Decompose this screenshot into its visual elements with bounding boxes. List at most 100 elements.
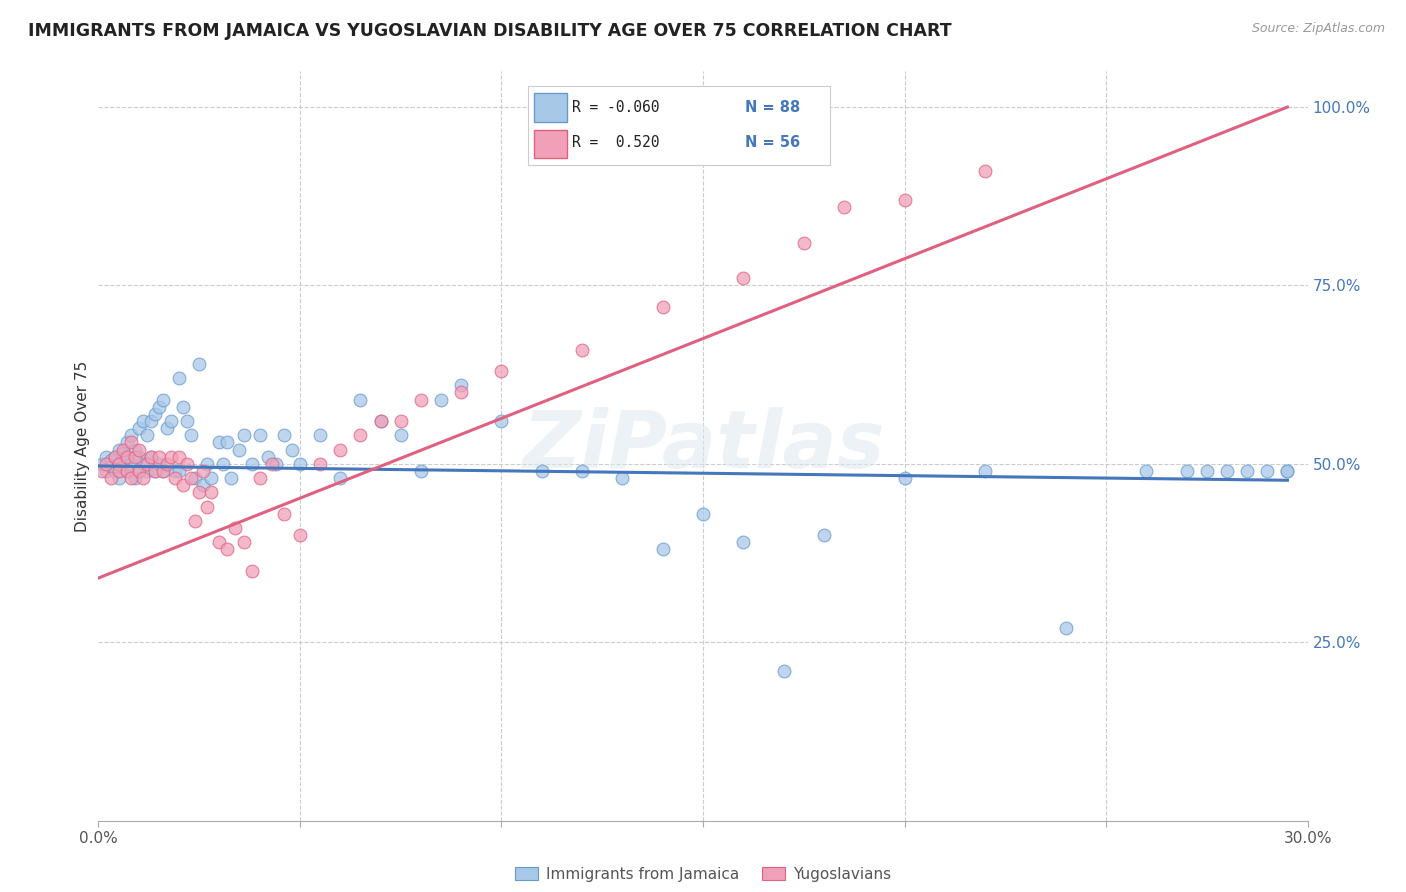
Text: Source: ZipAtlas.com: Source: ZipAtlas.com [1251, 22, 1385, 36]
Point [156, 421, 179, 435]
Point [1175, 464, 1198, 478]
Point [240, 564, 263, 578]
Point [200, 471, 222, 485]
Point [329, 442, 352, 457]
Point [212, 457, 235, 471]
Point [132, 471, 155, 485]
Point [288, 457, 311, 471]
Point [389, 428, 412, 442]
Point [128, 442, 150, 457]
Point [139, 450, 162, 464]
Point [124, 442, 146, 457]
Point [349, 428, 371, 442]
Point [256, 450, 278, 464]
Point [260, 457, 283, 471]
Point [111, 442, 134, 457]
Point [172, 400, 194, 414]
Point [772, 664, 794, 678]
Point [120, 428, 142, 442]
Point [176, 457, 198, 471]
Point [692, 507, 714, 521]
Point [135, 428, 157, 442]
Point [160, 414, 183, 428]
Point [176, 414, 198, 428]
Point [974, 464, 997, 478]
Point [96, 457, 118, 471]
Point [193, 478, 215, 492]
Point [163, 471, 186, 485]
Point [370, 414, 392, 428]
Point [208, 435, 231, 450]
Point [148, 400, 170, 414]
Point [733, 271, 755, 285]
Point [793, 235, 815, 250]
Point [148, 450, 170, 464]
Point [184, 514, 207, 528]
Point [120, 435, 142, 450]
Point [167, 450, 190, 464]
Point [491, 414, 513, 428]
Point [143, 407, 166, 421]
Point [249, 471, 271, 485]
Point [180, 471, 202, 485]
Point [273, 428, 295, 442]
Point [143, 464, 166, 478]
Legend: Immigrants from Jamaica, Yugoslavians: Immigrants from Jamaica, Yugoslavians [509, 861, 897, 888]
Point [103, 464, 125, 478]
Point [389, 414, 412, 428]
Point [1195, 464, 1218, 478]
Text: IMMIGRANTS FROM JAMAICA VS YUGOSLAVIAN DISABILITY AGE OVER 75 CORRELATION CHART: IMMIGRANTS FROM JAMAICA VS YUGOSLAVIAN D… [28, 22, 952, 40]
Point [91, 457, 114, 471]
Point [221, 471, 243, 485]
Point [96, 450, 118, 464]
Point [813, 528, 835, 542]
Point [893, 193, 915, 207]
Point [107, 457, 129, 471]
Point [132, 414, 155, 428]
Point [100, 453, 122, 467]
Point [152, 392, 174, 407]
Point [249, 428, 271, 442]
Point [651, 300, 673, 314]
Point [733, 535, 755, 549]
Point [409, 464, 432, 478]
Point [163, 464, 186, 478]
Point [148, 457, 170, 471]
Point [115, 464, 138, 478]
Point [217, 435, 239, 450]
Point [188, 485, 211, 500]
Point [128, 450, 150, 464]
Point [180, 428, 202, 442]
Point [115, 435, 138, 450]
Point [167, 464, 190, 478]
Point [96, 464, 118, 478]
Point [224, 521, 246, 535]
Point [273, 507, 295, 521]
Point [195, 457, 218, 471]
Point [143, 464, 166, 478]
Point [1236, 464, 1258, 478]
Point [530, 464, 553, 478]
Point [135, 457, 157, 471]
Point [167, 371, 190, 385]
Point [91, 464, 114, 478]
Point [120, 471, 142, 485]
Text: ZiPatlas: ZiPatlas [522, 407, 884, 485]
Point [571, 343, 593, 357]
Point [193, 464, 215, 478]
Point [107, 471, 129, 485]
Point [430, 392, 453, 407]
Point [491, 364, 513, 378]
Point [1054, 621, 1077, 635]
Point [124, 471, 146, 485]
Point [111, 460, 134, 475]
Point [124, 450, 146, 464]
Point [571, 464, 593, 478]
Point [135, 464, 157, 478]
Point [100, 471, 122, 485]
Point [329, 471, 352, 485]
Point [132, 457, 155, 471]
Point [409, 392, 432, 407]
Point [128, 421, 150, 435]
Point [152, 464, 174, 478]
